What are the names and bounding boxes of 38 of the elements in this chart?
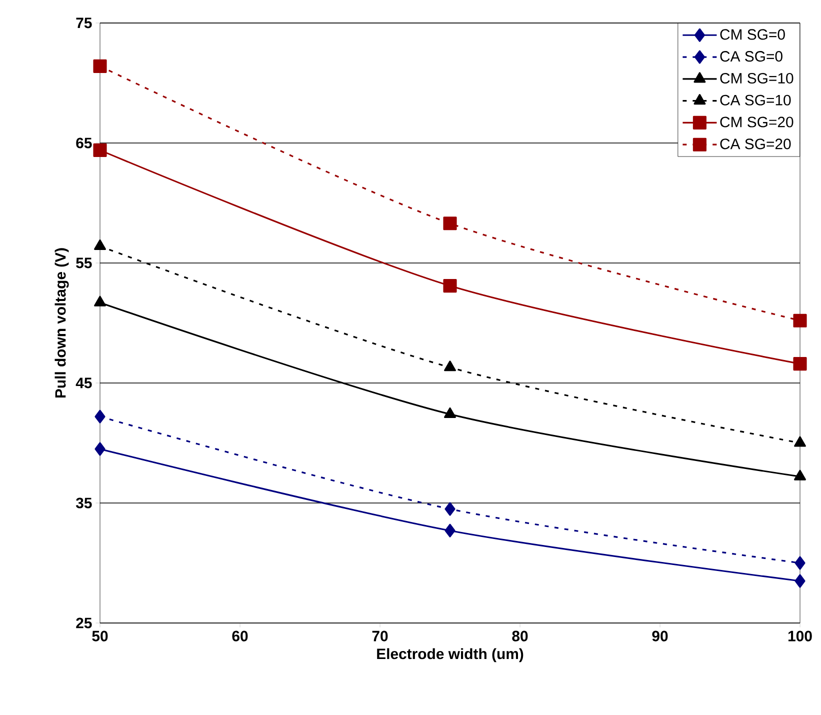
point [444,407,456,418]
point [94,442,106,456]
point [444,360,456,372]
y-tick-label: 75 [76,18,92,28]
legend-label: CA SG=0 [720,51,782,62]
x-tick-label: 100 [788,630,812,642]
x-tick-label: 50 [92,630,108,642]
point [444,502,456,516]
y-axis-title: Pull down voltage (V) [54,248,69,398]
point [794,556,806,570]
y-tick-label: 55 [76,258,92,268]
point [794,436,806,447]
x-tick-label: 80 [512,630,528,642]
x-tick-label: 70 [372,630,388,642]
y-tick-label: 65 [76,138,92,148]
x-tick-label: 60 [232,630,248,642]
point [443,216,457,230]
point [794,574,806,588]
point [793,357,807,371]
x-tick-label: 90 [652,630,668,642]
point [94,410,106,424]
legend-label: CM SG=10 [720,72,794,84]
point [94,239,106,250]
legend-label: CA SG=20 [720,138,791,150]
point [793,314,807,328]
point [93,143,107,157]
point [94,296,106,306]
legend-label: CA SG=10 [720,94,791,106]
x-axis-title: Electrode width (um) [377,648,524,662]
point [794,470,806,480]
legend-label: CM SG=0 [720,29,785,40]
y-tick-label: 45 [76,378,92,388]
point [444,524,456,538]
y-tick-label: 25 [76,618,92,628]
point [93,59,107,73]
point [443,279,457,293]
y-tick-label: 35 [76,498,92,508]
legend-label: CM SG=20 [720,116,794,128]
